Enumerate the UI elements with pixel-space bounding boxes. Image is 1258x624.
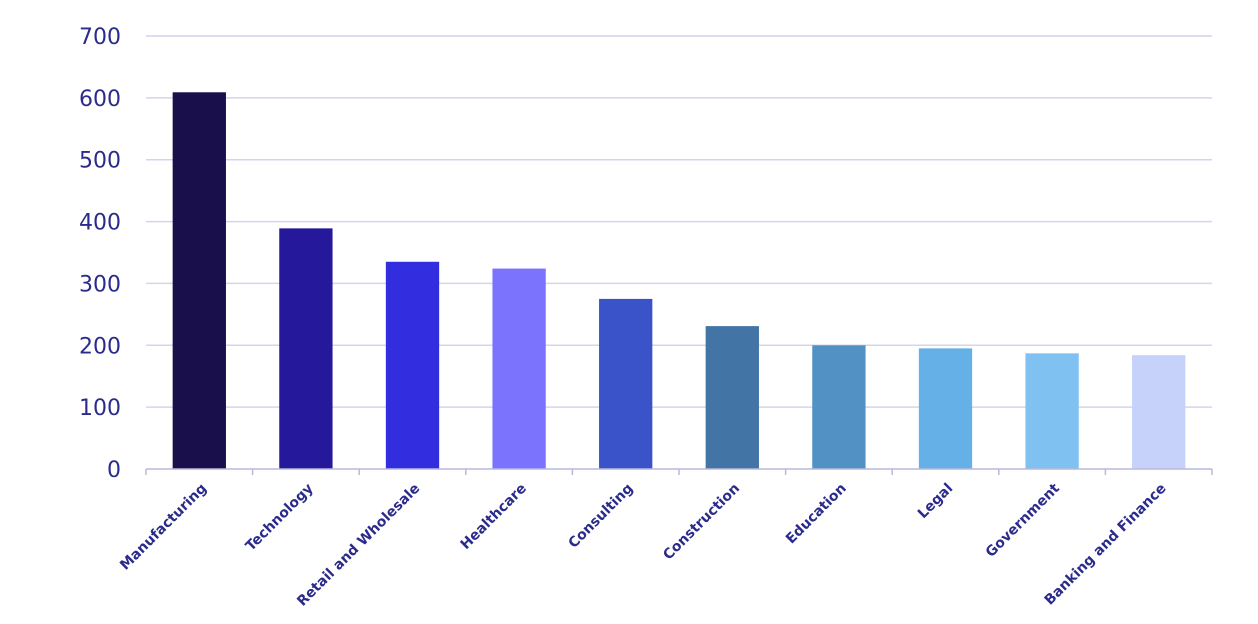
x-tick-label: Government xyxy=(983,480,1063,560)
x-tick-label: Banking and Finance xyxy=(1042,481,1170,609)
x-tick-label: Education xyxy=(783,481,850,548)
bar xyxy=(812,345,866,469)
y-tick-label: 500 xyxy=(79,149,121,174)
x-tick-label: Manufacturing xyxy=(117,481,210,574)
y-tick-label: 300 xyxy=(79,272,121,297)
x-axis xyxy=(145,468,1213,475)
x-tick-label: Legal xyxy=(915,481,956,522)
bar xyxy=(918,348,973,469)
x-tick-label: Retail and Wholesale xyxy=(294,481,423,610)
bar xyxy=(1025,353,1079,469)
bar xyxy=(172,92,226,469)
x-tick-label: Technology xyxy=(243,481,317,555)
bars xyxy=(172,92,1186,469)
y-axis-tick-labels: 0 100 200 300 400 500 600 700 xyxy=(79,25,121,483)
y-tick-label: 100 xyxy=(79,396,121,421)
y-tick-label: 200 xyxy=(79,334,121,359)
bar xyxy=(599,298,653,469)
x-tick-label: Consulting xyxy=(566,481,637,552)
y-tick-label: 600 xyxy=(79,87,121,112)
bar xyxy=(705,326,759,469)
y-tick-label: 700 xyxy=(79,25,121,50)
bar xyxy=(1132,355,1186,469)
x-tick-label: Construction xyxy=(660,481,743,564)
bar xyxy=(385,261,440,469)
x-tick-label: Healthcare xyxy=(458,481,530,553)
bar xyxy=(279,228,333,469)
y-tick-label: 400 xyxy=(79,211,121,236)
bar xyxy=(492,268,546,469)
y-tick-label: 0 xyxy=(107,458,121,483)
